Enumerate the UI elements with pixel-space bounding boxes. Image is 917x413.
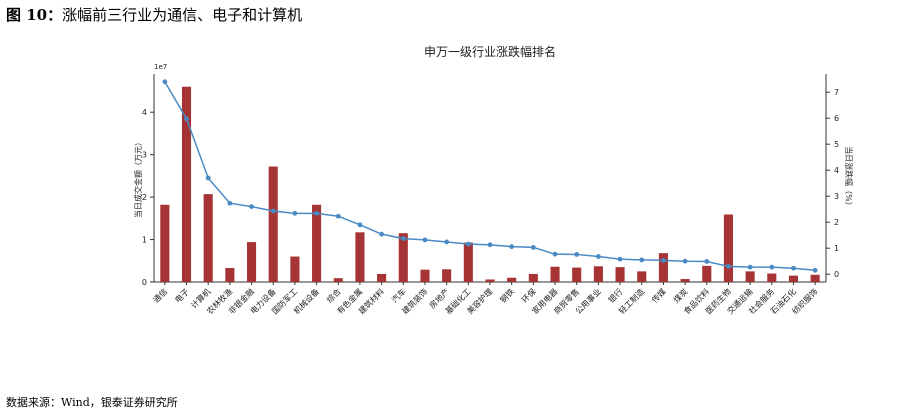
point-综合 (335, 213, 341, 219)
point-石油石化 (791, 265, 796, 271)
bar-环保 (528, 273, 538, 282)
bar-房地产 (442, 269, 452, 282)
point-电力设备 (270, 208, 276, 214)
left-axis-offset: 1e7 (154, 63, 167, 71)
bar-农林牧渔 (225, 267, 235, 282)
x-tick-label: 煤炭 (671, 286, 689, 304)
point-建筑材料 (379, 231, 385, 237)
bar-轻工制造 (637, 271, 647, 282)
point-纺织服饰 (812, 267, 818, 273)
bar-有色金属 (355, 232, 365, 282)
right-tick-label: 0 (834, 270, 839, 279)
figure-title: 图 10：涨幅前三行业为通信、电子和计算机 (6, 4, 302, 25)
right-tick-label: 3 (834, 192, 839, 201)
data-source: 数据来源：Wind，银泰证券研究所 (6, 394, 178, 410)
x-tick-label: 通信 (151, 286, 169, 304)
right-tick-label: 4 (834, 166, 839, 175)
bar-家用电器 (550, 266, 560, 282)
point-基础化工 (465, 241, 471, 247)
bar-公用事业 (593, 266, 603, 282)
point-轻工制造 (639, 257, 645, 263)
chart-title: 申万一级行业涨跌幅排名 (424, 44, 556, 59)
bar-交通运输 (745, 271, 755, 282)
bar-电子 (181, 86, 192, 282)
bar-建筑装饰 (420, 269, 430, 282)
bar-商贸零售 (572, 267, 582, 282)
x-tick-label: 钢铁 (498, 286, 516, 304)
bar-社会服务 (767, 273, 777, 282)
right-tick-label: 7 (834, 88, 839, 97)
point-煤炭 (682, 258, 688, 264)
left-tick-label: 4 (142, 108, 147, 117)
point-社会服务 (769, 264, 775, 270)
right-tick-label: 5 (834, 140, 839, 149)
point-建筑装饰 (422, 237, 428, 243)
point-机械设备 (314, 210, 319, 216)
left-tick-label: 2 (142, 193, 147, 202)
right-tick-label: 1 (834, 244, 839, 253)
left-axis-label: 当日成交金额（万元） (133, 138, 143, 218)
left-tick-label: 1 (142, 236, 147, 245)
right-axis-label: 当日涨跌幅（%） (844, 146, 854, 210)
bar-机械设备 (312, 204, 322, 282)
change-line (164, 81, 816, 272)
bar-纺织服饰 (810, 274, 820, 282)
point-有色金属 (357, 222, 363, 228)
bar-基础化工 (463, 242, 473, 282)
bar-煤炭 (680, 279, 690, 282)
left-tick-label: 0 (142, 278, 147, 287)
figure-number: 图 10： (6, 6, 63, 24)
bar-电力设备 (268, 166, 278, 282)
point-房地产 (444, 239, 450, 245)
left-tick-label: 3 (142, 151, 147, 160)
bar-银行 (615, 267, 625, 282)
bar-综合 (333, 278, 343, 282)
bar-传媒 (658, 253, 668, 282)
point-非银金融 (249, 204, 254, 210)
x-tick-label: 综合 (324, 286, 342, 304)
bar-汽车 (398, 233, 408, 282)
bar-非银金融 (246, 242, 257, 282)
x-tick-label: 环保 (519, 286, 537, 304)
point-商贸零售 (574, 252, 580, 257)
right-tick-label: 2 (834, 218, 839, 227)
bar-钢铁 (507, 277, 517, 282)
bar-食品饮料 (702, 265, 712, 282)
point-交通运输 (747, 264, 753, 270)
point-公用事业 (595, 254, 601, 259)
point-汽车 (400, 236, 406, 241)
point-银行 (617, 256, 623, 262)
point-医药生物 (726, 264, 731, 269)
point-计算机 (205, 175, 211, 181)
point-国防军工 (292, 210, 298, 216)
bar-国防军工 (290, 256, 300, 282)
point-家用电器 (552, 251, 558, 257)
point-农林牧渔 (227, 200, 233, 206)
source-label: 数据来源： (6, 396, 61, 409)
point-食品饮料 (704, 259, 710, 264)
point-环保 (530, 245, 536, 250)
bar-医药生物 (723, 214, 734, 282)
figure-caption: 涨幅前三行业为通信、电子和计算机 (62, 6, 303, 24)
x-tick-label: 传媒 (649, 286, 667, 304)
point-美容护理 (487, 242, 493, 248)
bar-计算机 (203, 194, 213, 282)
point-传媒 (661, 258, 666, 263)
x-tick-label: 电子 (173, 286, 191, 304)
bar-石油石化 (788, 275, 799, 282)
bar-美容护理 (485, 279, 495, 282)
bar-通信 (160, 204, 170, 282)
point-通信 (162, 79, 168, 85)
source-text: Wind，银泰证券研究所 (61, 396, 178, 409)
x-tick-label: 汽车 (389, 286, 407, 304)
point-钢铁 (509, 244, 515, 250)
x-tick-label: 银行 (606, 286, 624, 304)
right-tick-label: 6 (834, 114, 839, 123)
point-电子 (184, 116, 189, 122)
bar-建筑材料 (377, 273, 387, 282)
